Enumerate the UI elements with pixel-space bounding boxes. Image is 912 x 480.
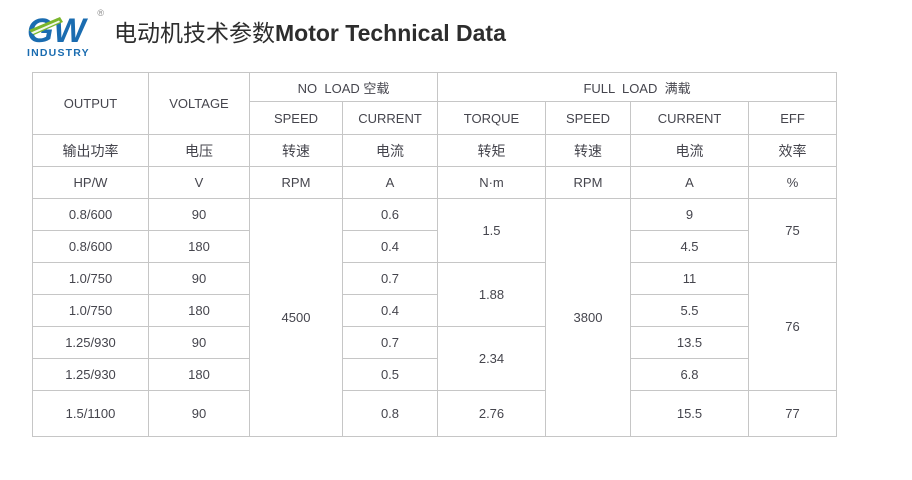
cell-torque: 1.88: [437, 262, 546, 327]
header-row-units: HP/W V RPM A N·m RPM A %: [32, 166, 838, 199]
cell-full-load-current: 15.5: [630, 390, 749, 437]
cell-voltage: 180: [148, 294, 250, 327]
unit-output: HP/W: [32, 166, 149, 199]
col-header-zh-full-load-speed: 转速: [545, 134, 631, 167]
table-row: 1.25/930 180 0.5 6.8: [32, 358, 837, 391]
col-header-zh-voltage: 电压: [148, 134, 250, 167]
unit-full-load-speed: RPM: [545, 166, 631, 199]
cell-eff: 75: [747, 198, 838, 263]
unit-torque: N·m: [437, 166, 546, 199]
cell-full-load-current: 11: [630, 262, 749, 295]
col-header-output: OUTPUT: [32, 72, 149, 135]
cell-eff: 76: [747, 262, 838, 391]
cell-output: 1.5/1100: [32, 390, 149, 437]
cell-no-load-current: 0.5: [342, 358, 438, 391]
page-title-en: Motor Technical Data: [275, 20, 506, 47]
cell-output: 1.25/930: [32, 326, 149, 359]
cell-eff: 77: [747, 390, 838, 437]
cell-torque: 1.5: [437, 198, 546, 263]
col-header-full-load-speed: SPEED: [545, 101, 631, 135]
col-header-eff: EFF: [747, 101, 838, 135]
cell-torque: 2.76: [437, 390, 546, 437]
header-row-chinese: 输出功率 电压 转速 电流 转矩 转速 电流 效率: [32, 134, 838, 167]
cell-voltage: 90: [148, 198, 250, 231]
cell-no-load-current: 0.4: [342, 230, 438, 263]
cell-output: 1.0/750: [32, 262, 149, 295]
col-header-zh-full-load-current: 电流: [630, 134, 749, 167]
unit-voltage: V: [148, 166, 250, 199]
brand-logo[interactable]: GW ® INDUSTRY: [26, 8, 110, 59]
col-header-zh-torque: 转矩: [437, 134, 546, 167]
cell-full-load-current: 5.5: [630, 294, 749, 327]
col-group-full-load: FULL LOAD 满载: [436, 72, 838, 102]
logo-leaf-highlight: [31, 20, 60, 34]
cell-voltage: 90: [148, 326, 250, 359]
cell-full-load-speed: 3800: [545, 198, 631, 437]
cell-no-load-current: 0.7: [342, 326, 438, 359]
col-header-no-load-current: CURRENT: [342, 101, 438, 135]
unit-no-load-speed: RPM: [249, 166, 343, 199]
cell-no-load-speed: 4500: [249, 198, 343, 437]
gw-logo-icon: GW: [27, 12, 88, 50]
cell-full-load-current: 13.5: [630, 326, 749, 359]
page-title: 电动机技术参数Motor Technical Data: [114, 21, 506, 46]
cell-full-load-current: 6.8: [630, 358, 749, 391]
unit-eff: %: [747, 166, 838, 199]
col-header-zh-no-load-speed: 转速: [249, 134, 343, 167]
cell-no-load-current: 0.8: [342, 390, 438, 437]
cell-no-load-current: 0.6: [342, 198, 438, 231]
col-header-zh-no-load-current: 电流: [342, 134, 438, 167]
table-row: 1.5/1100 90 0.8 2.76 15.5 77: [32, 390, 838, 437]
table-row: 1.0/750 180 0.4 5.5: [32, 294, 837, 327]
col-header-voltage: VOLTAGE: [148, 72, 250, 135]
cell-torque: 2.34: [437, 326, 546, 391]
col-group-no-load: NO LOAD 空载: [249, 72, 438, 102]
unit-full-load-current: A: [630, 166, 749, 199]
cell-no-load-current: 0.4: [342, 294, 438, 327]
col-header-zh-eff: 效率: [747, 134, 838, 167]
col-header-no-load-speed: SPEED: [249, 101, 343, 135]
cell-voltage: 180: [148, 358, 250, 391]
cell-voltage: 90: [148, 262, 250, 295]
cell-output: 0.8/600: [32, 230, 149, 263]
cell-voltage: 180: [148, 230, 250, 263]
header-row-groups: OUTPUT VOLTAGE NO LOAD 空载 FULL LOAD 满载: [32, 72, 838, 135]
unit-no-load-current: A: [342, 166, 438, 199]
cell-output: 1.25/930: [32, 358, 149, 391]
header-row-columns: SPEED CURRENT TORQUE SPEED CURRENT EFF: [33, 101, 838, 135]
logo-industry-text: INDUSTRY: [27, 47, 90, 59]
page-title-zh: 电动机技术参数: [114, 20, 275, 47]
table-row: 0.8/600 90 4500 0.6 1.5 3800 9 75: [32, 198, 838, 437]
table-row: 1.0/750 90 0.7 1.88 11 76: [32, 262, 838, 391]
motor-technical-data-table: OUTPUT VOLTAGE NO LOAD 空载 FULL LOAD 满载 S…: [32, 72, 838, 437]
cell-full-load-current: 4.5: [630, 230, 749, 263]
cell-no-load-current: 0.7: [342, 262, 438, 295]
cell-output: 0.8/600: [32, 198, 149, 231]
cell-output: 1.0/750: [32, 294, 149, 327]
cell-full-load-current: 9: [630, 198, 749, 231]
col-header-torque: TORQUE: [437, 101, 546, 135]
cell-voltage: 90: [148, 390, 250, 437]
registered-trademark-symbol: ®: [97, 8, 104, 18]
table-row: 1.25/930 90 0.7 2.34 13.5: [32, 326, 837, 391]
table-row: 0.8/600 180 0.4 4.5: [32, 230, 837, 263]
col-header-full-load-current: CURRENT: [630, 101, 749, 135]
page-header: GW ® INDUSTRY 电动机技术参数Motor Technical Dat…: [0, 0, 912, 60]
col-header-zh-output: 输出功率: [32, 134, 149, 167]
